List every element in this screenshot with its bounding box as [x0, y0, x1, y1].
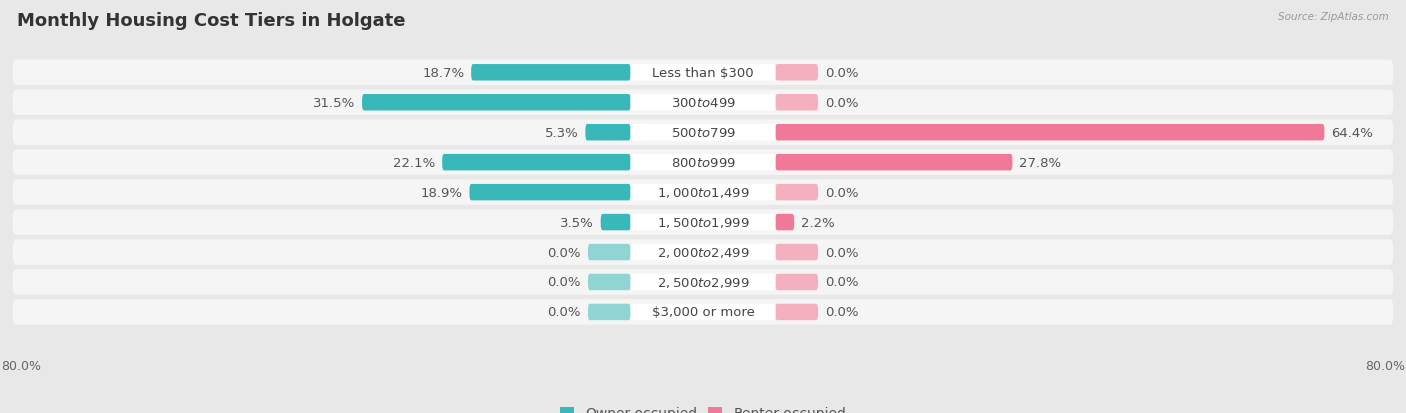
Text: Source: ZipAtlas.com: Source: ZipAtlas.com — [1278, 12, 1389, 22]
Text: $1,500 to $1,999: $1,500 to $1,999 — [657, 216, 749, 230]
FancyBboxPatch shape — [630, 65, 776, 81]
Text: $300 to $499: $300 to $499 — [671, 97, 735, 109]
FancyBboxPatch shape — [588, 244, 630, 261]
FancyBboxPatch shape — [776, 65, 818, 81]
FancyBboxPatch shape — [630, 95, 776, 111]
FancyBboxPatch shape — [630, 274, 776, 290]
FancyBboxPatch shape — [13, 150, 1393, 176]
Text: 0.0%: 0.0% — [825, 276, 859, 289]
FancyBboxPatch shape — [776, 185, 818, 201]
FancyBboxPatch shape — [471, 65, 630, 81]
FancyBboxPatch shape — [363, 95, 630, 111]
FancyBboxPatch shape — [13, 210, 1393, 235]
FancyBboxPatch shape — [776, 95, 818, 111]
Text: $3,000 or more: $3,000 or more — [651, 306, 755, 319]
FancyBboxPatch shape — [630, 244, 776, 261]
Text: $500 to $799: $500 to $799 — [671, 126, 735, 139]
Text: $800 to $999: $800 to $999 — [671, 156, 735, 169]
FancyBboxPatch shape — [630, 185, 776, 201]
FancyBboxPatch shape — [588, 274, 630, 290]
FancyBboxPatch shape — [630, 304, 776, 320]
FancyBboxPatch shape — [776, 304, 818, 320]
Text: 0.0%: 0.0% — [547, 246, 581, 259]
Text: $2,500 to $2,999: $2,500 to $2,999 — [657, 275, 749, 289]
Text: Less than $300: Less than $300 — [652, 66, 754, 80]
FancyBboxPatch shape — [776, 214, 794, 231]
FancyBboxPatch shape — [600, 214, 630, 231]
FancyBboxPatch shape — [776, 244, 818, 261]
Text: 64.4%: 64.4% — [1331, 126, 1374, 139]
FancyBboxPatch shape — [13, 240, 1393, 265]
FancyBboxPatch shape — [13, 60, 1393, 86]
Text: 0.0%: 0.0% — [825, 306, 859, 319]
FancyBboxPatch shape — [13, 299, 1393, 325]
Text: Monthly Housing Cost Tiers in Holgate: Monthly Housing Cost Tiers in Holgate — [17, 12, 405, 30]
FancyBboxPatch shape — [588, 304, 630, 320]
Legend: Owner-occupied, Renter-occupied: Owner-occupied, Renter-occupied — [553, 399, 853, 413]
FancyBboxPatch shape — [776, 274, 818, 290]
Text: 22.1%: 22.1% — [394, 156, 436, 169]
Text: 18.9%: 18.9% — [420, 186, 463, 199]
FancyBboxPatch shape — [13, 90, 1393, 116]
FancyBboxPatch shape — [470, 185, 630, 201]
Text: 31.5%: 31.5% — [314, 97, 356, 109]
Text: 18.7%: 18.7% — [422, 66, 464, 80]
Text: $1,000 to $1,499: $1,000 to $1,499 — [657, 186, 749, 199]
Text: 5.3%: 5.3% — [544, 126, 578, 139]
Text: 3.5%: 3.5% — [560, 216, 593, 229]
FancyBboxPatch shape — [776, 125, 1324, 141]
Text: 0.0%: 0.0% — [825, 97, 859, 109]
Text: $2,000 to $2,499: $2,000 to $2,499 — [657, 245, 749, 259]
Text: 0.0%: 0.0% — [547, 306, 581, 319]
Text: 27.8%: 27.8% — [1019, 156, 1062, 169]
Text: 0.0%: 0.0% — [825, 246, 859, 259]
Text: 0.0%: 0.0% — [825, 186, 859, 199]
FancyBboxPatch shape — [441, 154, 630, 171]
FancyBboxPatch shape — [630, 214, 776, 231]
FancyBboxPatch shape — [776, 154, 1012, 171]
FancyBboxPatch shape — [630, 154, 776, 171]
FancyBboxPatch shape — [13, 270, 1393, 295]
FancyBboxPatch shape — [630, 125, 776, 141]
FancyBboxPatch shape — [13, 120, 1393, 146]
FancyBboxPatch shape — [13, 180, 1393, 205]
Text: 2.2%: 2.2% — [801, 216, 835, 229]
Text: 0.0%: 0.0% — [825, 66, 859, 80]
FancyBboxPatch shape — [585, 125, 630, 141]
Text: 0.0%: 0.0% — [547, 276, 581, 289]
